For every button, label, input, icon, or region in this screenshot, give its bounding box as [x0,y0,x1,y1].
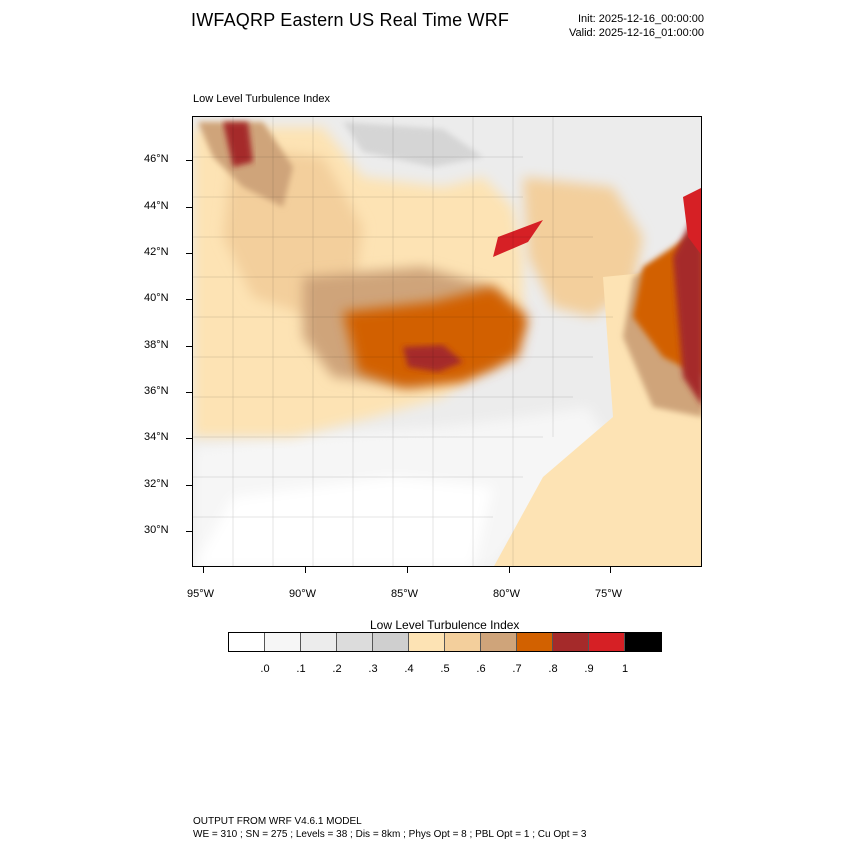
lat-tick [186,160,192,161]
colorbar-label: .4 [404,663,414,675]
map-field [193,117,701,566]
lon-tick [407,567,408,573]
colorbar-label: 1 [621,663,629,675]
lat-tick [186,253,192,254]
lon-tick [610,567,611,573]
model-options-line: WE = 310 ; SN = 275 ; Levels = 38 ; Dis … [193,829,587,840]
colorbar-swatch [373,633,409,651]
lat-label: 32°N [144,478,169,490]
valid-time: Valid: 2025-12-16_01:00:00 [569,27,704,39]
colorbar-label: .0 [260,663,270,675]
colorbar-swatch [409,633,445,651]
map-subtitle: Low Level Turbulence Index [193,93,330,105]
colorbar-swatch [229,633,265,651]
lon-label: 90°W [289,588,317,600]
colorbar-label: .9 [584,663,594,675]
lon-label: 75°W [595,588,623,600]
lat-label: 40°N [144,292,169,304]
lon-tick [509,567,510,573]
colorbar-label: .1 [296,663,306,675]
colorbar-label: .3 [368,663,378,675]
lat-tick [186,346,192,347]
colorbar-label: .5 [440,663,450,675]
lat-label: 38°N [144,339,169,351]
lat-label: 42°N [144,246,169,258]
lon-label: 80°W [493,588,521,600]
colorbar-swatch [265,633,301,651]
lon-label: 85°W [391,588,419,600]
lat-label: 30°N [144,524,169,536]
colorbar-label: .2 [332,663,342,675]
colorbar-swatch [445,633,481,651]
colorbar-swatch [517,633,553,651]
colorbar-label: .7 [512,663,522,675]
colorbar-title: Low Level Turbulence Index [370,618,520,632]
lat-tick [186,438,192,439]
colorbar [228,632,662,652]
lon-tick [305,567,306,573]
colorbar-swatch [553,633,589,651]
colorbar-swatch [481,633,517,651]
init-time: Init: 2025-12-16_00:00:00 [578,13,704,25]
model-info-line: OUTPUT FROM WRF V4.6.1 MODEL [193,816,362,827]
colorbar-label: .8 [548,663,558,675]
lat-tick [186,531,192,532]
lat-tick [186,207,192,208]
lon-label: 95°W [187,588,215,600]
lat-label: 36°N [144,385,169,397]
lat-label: 46°N [144,153,169,165]
lat-tick [186,485,192,486]
lat-label: 34°N [144,431,169,443]
lat-tick [186,299,192,300]
lat-label: 44°N [144,200,169,212]
lat-tick [186,392,192,393]
colorbar-swatch [589,633,625,651]
turbulence-map [192,116,702,567]
plot-title: IWFAQRP Eastern US Real Time WRF [191,10,510,30]
lon-tick [203,567,204,573]
colorbar-swatch [301,633,337,651]
colorbar-label: .6 [476,663,486,675]
colorbar-swatch [625,633,661,651]
colorbar-swatch [337,633,373,651]
